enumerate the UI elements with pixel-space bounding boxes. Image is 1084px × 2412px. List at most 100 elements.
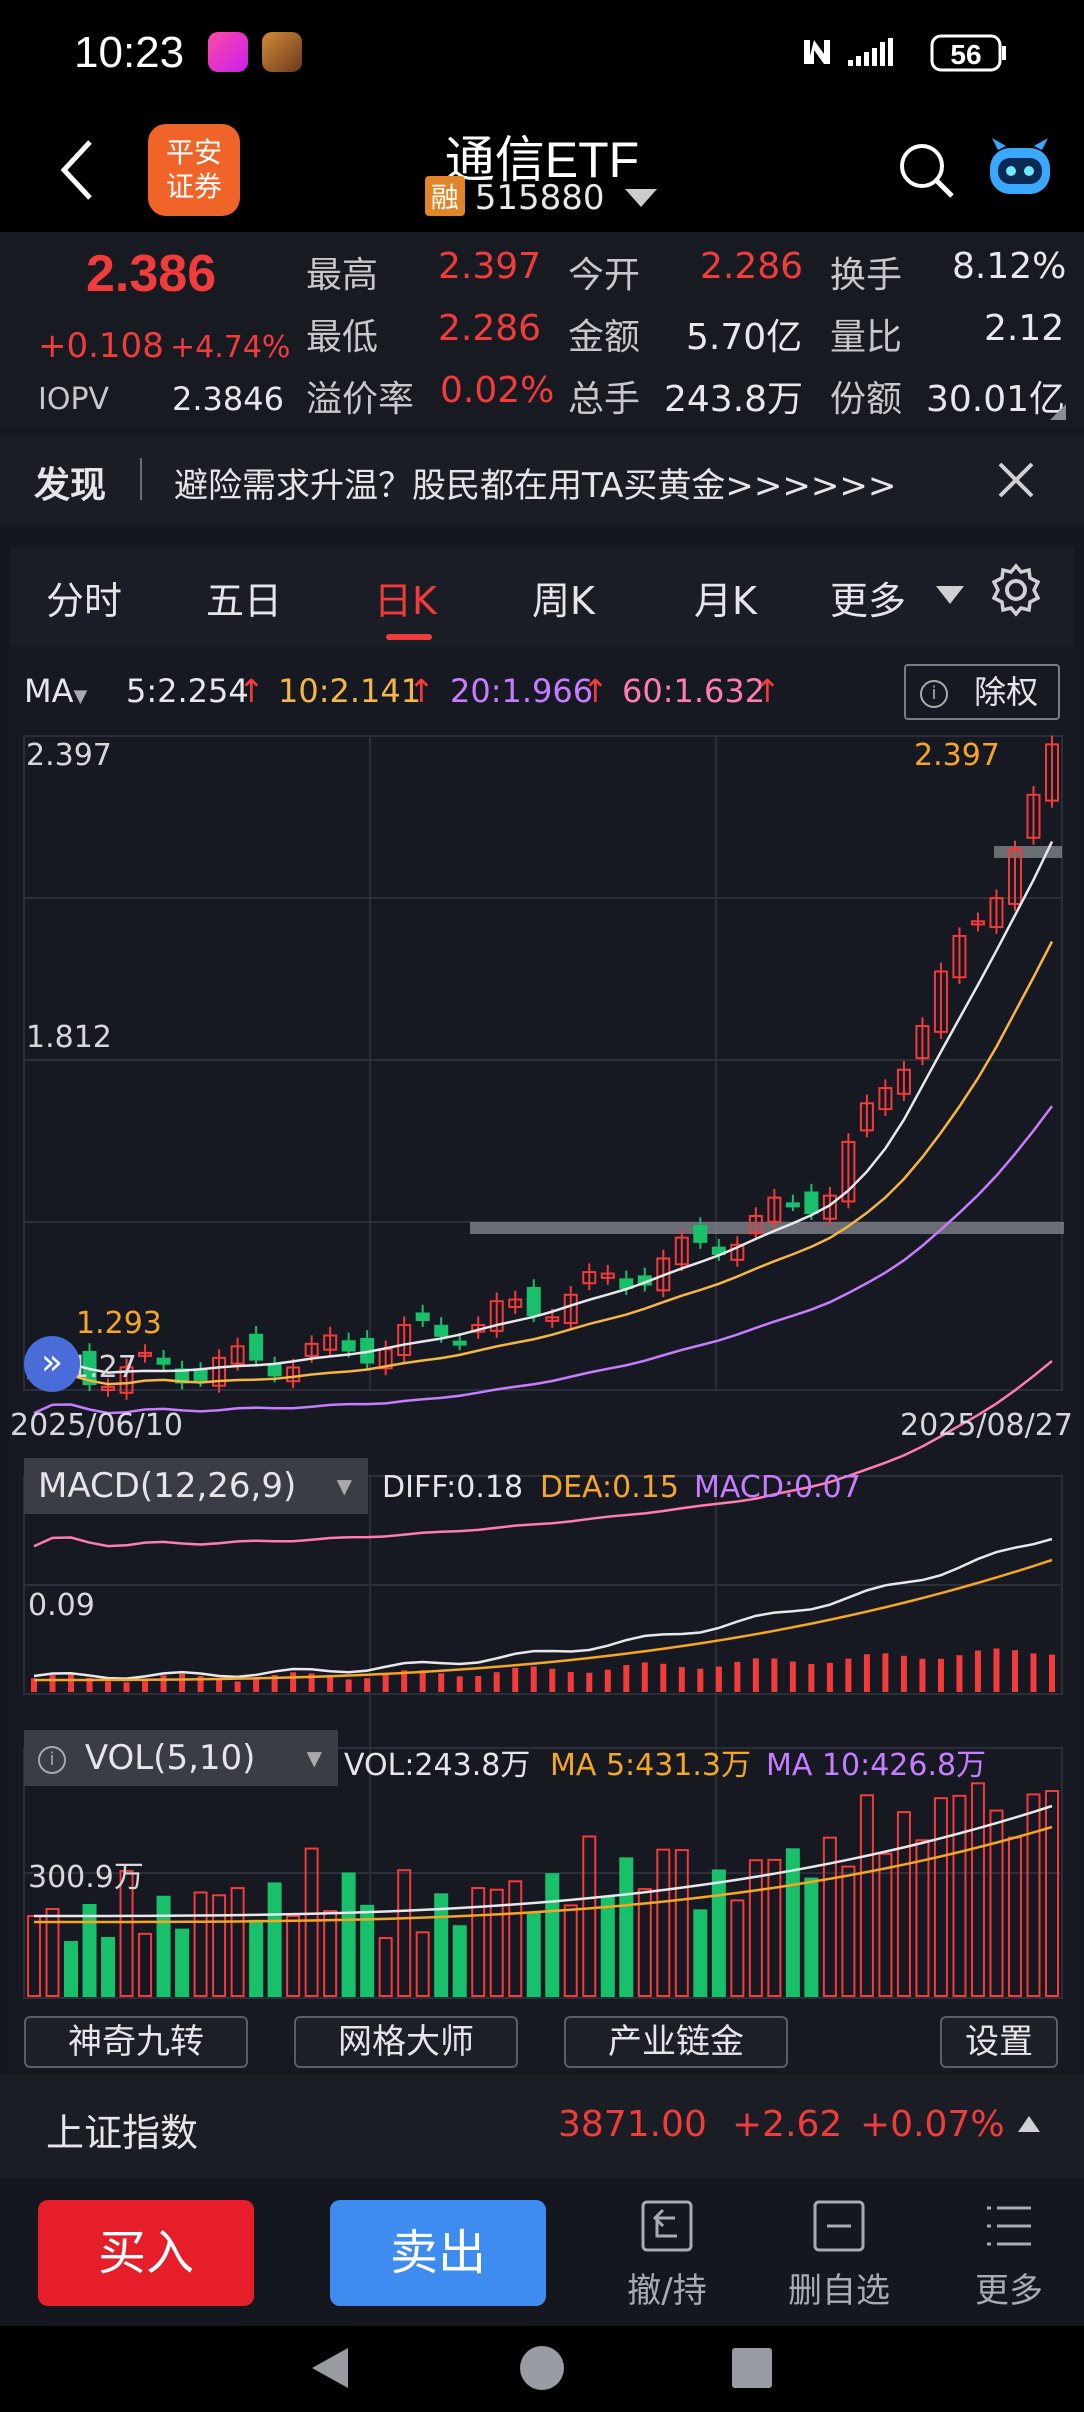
candle-body	[915, 1025, 930, 1060]
macd-selector[interactable]: MACD(12,26,9) ▼	[24, 1458, 368, 1514]
nav-back-icon[interactable]	[308, 2344, 352, 2392]
close-icon[interactable]	[996, 460, 1036, 500]
macd-label: MACD(12,26,9)	[38, 1466, 297, 1506]
tab-daily-k[interactable]: 日K	[374, 579, 437, 623]
tab-more[interactable]: 更多	[830, 579, 907, 623]
candle-body	[748, 1214, 763, 1235]
volume-bar	[526, 1911, 541, 1997]
candle-body	[563, 1293, 578, 1325]
volume-bar	[230, 1887, 245, 1998]
chevron-up-icon[interactable]	[1016, 2114, 1042, 2134]
nav-recents-icon[interactable]	[730, 2346, 774, 2390]
last-price: 2.386	[86, 245, 217, 303]
index-value: 3871.00	[558, 2104, 707, 2145]
tool-button-industry-chain[interactable]: 产业链金	[564, 2016, 788, 2068]
vol-ma10: MA 10:426.8万	[766, 1748, 987, 1783]
macd-bar	[1011, 1650, 1018, 1692]
exright-button[interactable]: i 除权	[904, 664, 1060, 720]
chevron-down-icon	[625, 189, 658, 207]
vol-selector[interactable]: i VOL(5,10) ▼	[24, 1730, 338, 1786]
price-band	[470, 1222, 1064, 1234]
volume-bar	[582, 1835, 597, 1997]
candle-body	[933, 970, 948, 1033]
macd-bar	[438, 1673, 445, 1692]
cancel-hold-icon	[641, 2200, 693, 2252]
expand-corner-icon[interactable]	[1048, 402, 1068, 422]
cancel-hold-button[interactable]: 撤/持	[602, 2198, 732, 2312]
macd-bar	[327, 1676, 334, 1692]
ma-selector[interactable]: MA▼	[24, 672, 87, 710]
tab-intraday[interactable]: 分时	[46, 579, 123, 623]
volume-bar	[471, 1887, 486, 1998]
tool-button-settings[interactable]: 设置	[940, 2016, 1058, 2068]
more-button[interactable]: 更多	[944, 2198, 1074, 2312]
macd-bar	[1030, 1653, 1037, 1692]
settings-gear-icon[interactable]	[988, 562, 1044, 618]
chevron-down-icon: ▼	[306, 1746, 322, 1770]
search-icon[interactable]	[894, 138, 958, 202]
candle-body	[841, 1140, 856, 1203]
y-axis-bottom: 1.27	[70, 1350, 137, 1385]
ma5-line	[33, 841, 1054, 1374]
index-change: +2.62	[732, 2104, 843, 2145]
macd-bar	[475, 1675, 482, 1692]
macd-bar	[660, 1663, 667, 1692]
volume-bar	[970, 1782, 985, 1997]
candle-body	[304, 1342, 319, 1357]
macd-bar	[900, 1655, 907, 1692]
candle-body	[286, 1366, 301, 1383]
macd-bar	[308, 1673, 315, 1692]
macd-bar	[382, 1673, 389, 1692]
stat-value: 2.397	[438, 246, 542, 287]
margin-tag: 融	[424, 176, 465, 216]
index-name: 上证指数	[46, 2111, 199, 2155]
volume-bar	[804, 1877, 819, 1997]
tool-button-grid-master[interactable]: 网格大师	[294, 2016, 518, 2068]
volume-bar	[434, 1893, 449, 1997]
candle-body	[952, 934, 967, 979]
macd-bar	[197, 1675, 204, 1692]
macd-bar	[808, 1663, 815, 1692]
stat-label: 换手	[830, 255, 903, 296]
macd-bar	[253, 1679, 260, 1692]
tab-weekly-k[interactable]: 周K	[532, 579, 595, 623]
stock-code-selector[interactable]: 融 515880	[0, 176, 1084, 218]
date-start: 2025/06/10	[10, 1408, 183, 1443]
system-nav-bar	[0, 2326, 1084, 2412]
tool-buttons: 神奇九转 网格大师 产业链金 设置	[0, 2012, 1084, 2070]
expand-chart-button[interactable]: »	[24, 1336, 80, 1392]
nav-home-icon[interactable]	[518, 2344, 566, 2392]
candle-body	[600, 1272, 615, 1279]
macd-y-label: 0.09	[28, 1588, 95, 1623]
broker-logo[interactable]: 平安 证券	[148, 124, 240, 216]
sell-button[interactable]: 卖出	[330, 2200, 546, 2306]
discover-banner[interactable]: 发现 避险需求升温？股民都在用TA买黄金>>>>>>	[0, 436, 1084, 524]
volume-bar	[452, 1925, 467, 1997]
candle-body	[859, 1102, 874, 1132]
robot-assistant-icon[interactable]	[984, 134, 1056, 206]
trade-action-bar: 买入 卖出 撤/持 删自选 更多	[0, 2180, 1084, 2326]
vol-ma5: MA 5:431.3万	[550, 1748, 752, 1783]
volume-bar	[693, 1909, 708, 1997]
tool-button-nine-turn[interactable]: 神奇九转	[24, 2016, 248, 2068]
macd-bar	[752, 1658, 759, 1692]
stat-label: 最高	[306, 255, 379, 296]
kline-chart[interactable]	[10, 646, 1074, 2071]
remove-watchlist-button[interactable]: 删自选	[774, 2198, 904, 2312]
low-price-marker: 1.293	[76, 1306, 162, 1341]
macd-bar	[86, 1677, 93, 1692]
tab-monthly-k[interactable]: 月K	[694, 579, 757, 623]
discover-text[interactable]: 避险需求升温？股民都在用TA买黄金>>>>>>	[174, 466, 897, 506]
buy-button[interactable]: 买入	[38, 2200, 254, 2306]
price-change-pct: +4.74%	[170, 330, 291, 365]
volume-bar	[822, 1836, 837, 1998]
tab-five-day[interactable]: 五日	[206, 579, 283, 623]
volume-bar	[637, 1888, 652, 1997]
macd-bar	[604, 1669, 611, 1692]
vol-value: VOL:243.8万	[344, 1748, 531, 1783]
nfc-icon	[804, 40, 830, 64]
candle-body	[693, 1225, 708, 1243]
candle-body	[989, 897, 1004, 929]
index-ticker[interactable]: 上证指数 3871.00 +2.62 +0.07%	[0, 2074, 1084, 2178]
back-arrow-icon[interactable]	[56, 138, 96, 202]
